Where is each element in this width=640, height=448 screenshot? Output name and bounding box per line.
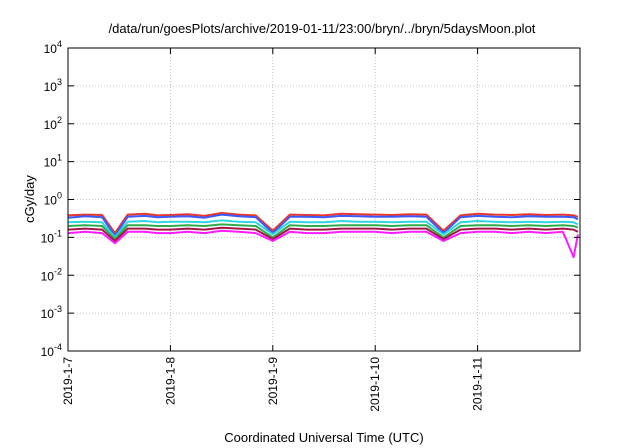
series-line-1 — [67, 212, 579, 235]
y-tick-label: 103 — [44, 77, 62, 94]
y-tick-label-exponent: -3 — [54, 304, 62, 314]
y-tick-label: 100 — [44, 191, 62, 208]
series-line-5 — [67, 226, 579, 242]
series-line-6 — [67, 229, 579, 259]
y-tick-label: 10-2 — [41, 266, 62, 283]
series-line-2 — [67, 213, 579, 237]
y-tick-label: 101 — [44, 153, 62, 170]
y-tick-label: 10-4 — [41, 342, 62, 359]
y-tick-label: 10-3 — [41, 304, 62, 321]
x-axis-label: Coordinated Universal Time (UTC) — [224, 430, 423, 445]
x-axis: 2019-1-7 2019-1-8 2019-1-9 2019-1-10 2019-1-… — [61, 48, 485, 412]
y-tick-label-exponent: 2 — [57, 115, 62, 125]
x-tick-label: 2019-1-10 — [368, 357, 382, 412]
y-tick-label-base: 10 — [41, 345, 55, 359]
y-axis-label: cGy/day — [22, 175, 37, 223]
y-tick-label-base: 10 — [44, 156, 58, 170]
series-lines — [67, 212, 579, 259]
x-tick-label: 2019-1-7 — [61, 357, 75, 405]
x-tick-label: 2019-1-8 — [163, 357, 177, 405]
y-tick-label-exponent: 0 — [57, 191, 62, 201]
y-tick-label-exponent: 3 — [57, 77, 62, 87]
y-tick-label-exponent: 4 — [57, 39, 62, 49]
y-tick-label-base: 10 — [44, 118, 58, 132]
series-line-3 — [67, 219, 579, 239]
chart-title: /data/run/goesPlots/archive/2019-01-11/2… — [109, 21, 536, 36]
y-tick-label-base: 10 — [44, 80, 58, 94]
x-tick-label: 2019-1-9 — [266, 357, 280, 405]
y-tick-label: 104 — [44, 39, 62, 56]
y-tick-label-base: 10 — [44, 42, 58, 56]
y-tick-label-exponent: 1 — [57, 153, 62, 163]
x-tick-label: 2019-1-11 — [471, 357, 485, 411]
series-line-4 — [67, 223, 579, 241]
y-tick-label-base: 10 — [41, 269, 55, 283]
y-tick-label-base: 10 — [44, 194, 58, 208]
y-tick-label-base: 10 — [41, 231, 55, 245]
y-tick-label-exponent: -4 — [54, 342, 62, 352]
y-tick-label: 10-1 — [41, 228, 62, 245]
y-tick-label: 102 — [44, 115, 62, 132]
y-tick-label-exponent: -2 — [54, 266, 62, 276]
grid-lines — [67, 48, 580, 351]
y-tick-label-exponent: -1 — [54, 228, 62, 238]
y-tick-label-base: 10 — [41, 307, 55, 321]
